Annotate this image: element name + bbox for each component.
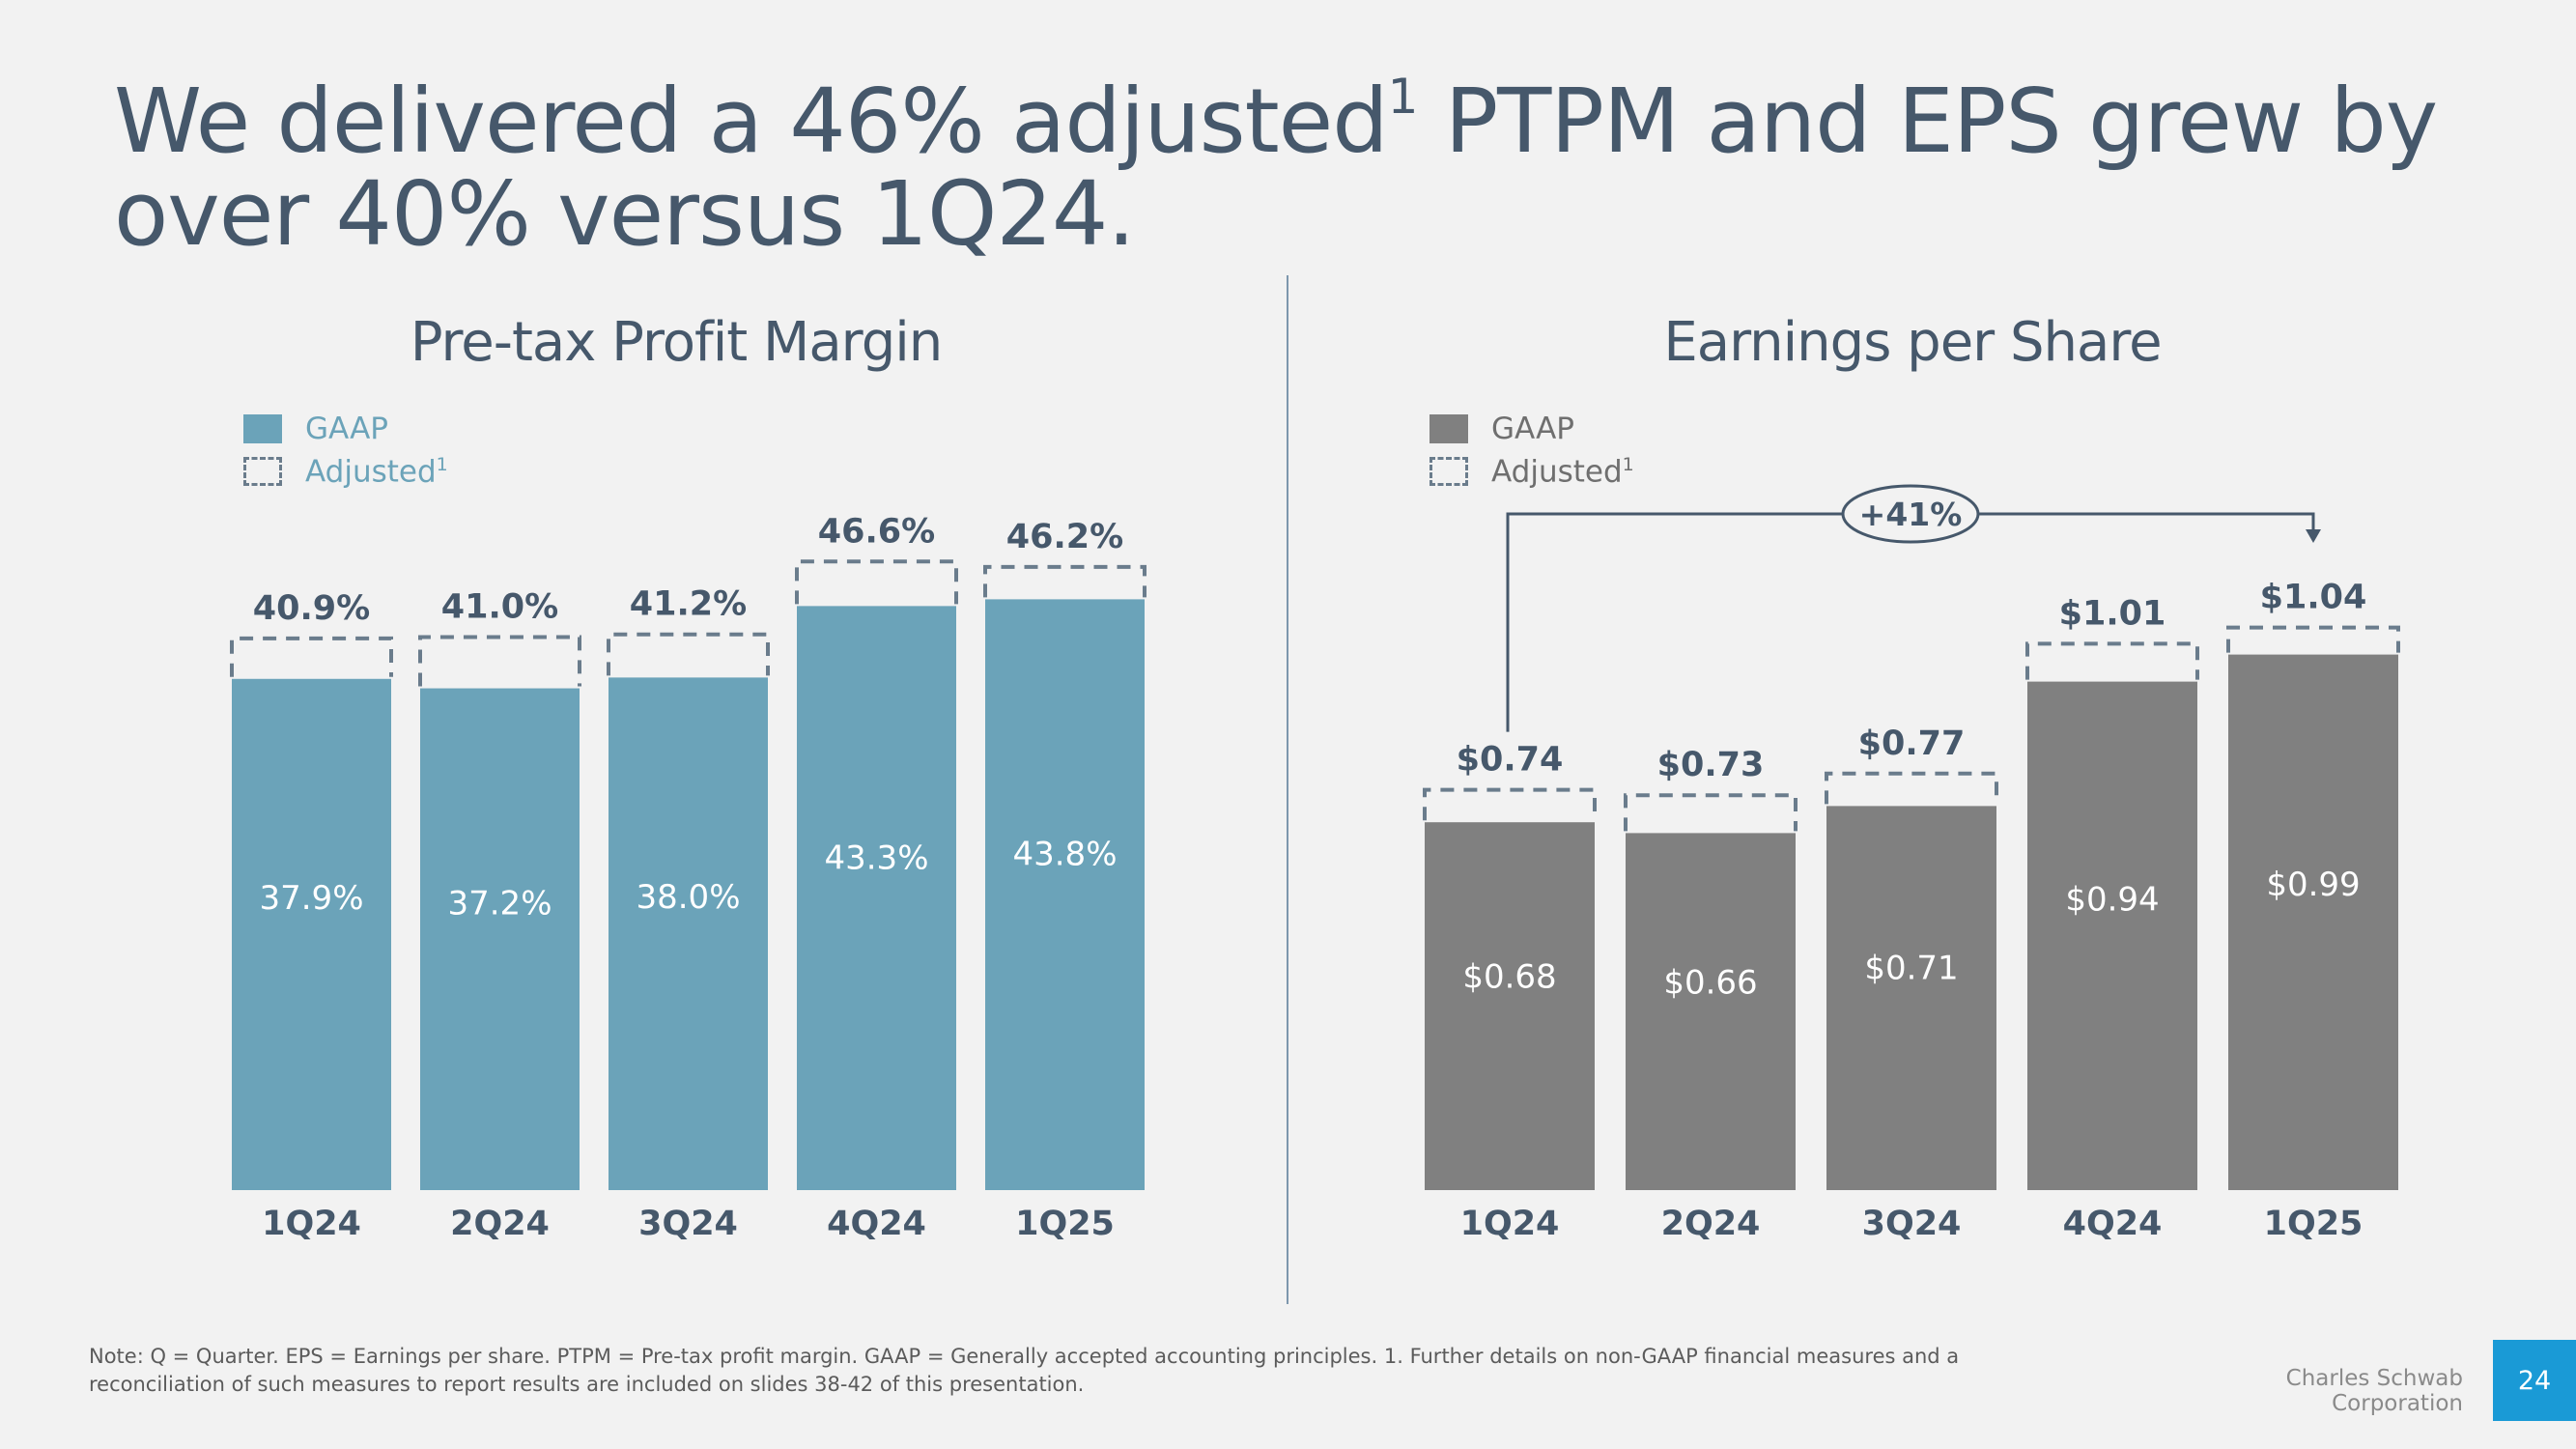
- ptpm-category-label: 4Q24: [827, 1205, 926, 1243]
- ptpm-legend-adjusted-swatch: [243, 457, 282, 486]
- eps-growth-label: +41%: [1859, 496, 1963, 533]
- ptpm-category-label: 3Q24: [638, 1205, 738, 1243]
- eps-gaap-bar: [1826, 806, 1996, 1190]
- footnote: Note: Q = Quarter. EPS = Earnings per sh…: [89, 1345, 1960, 1396]
- ptpm-adjusted-value: 40.9%: [253, 589, 370, 628]
- ptpm-gaap-value: 37.9%: [259, 879, 363, 918]
- ptpm-gaap-value: 43.8%: [1012, 836, 1117, 874]
- headline-text-part2: PTPM and EPS grew by over 40% versus 1Q2…: [114, 70, 2438, 266]
- eps-bar-plot: $0.68 $0.74 1Q24 $0.66 $0.73 2Q24 $0.71 $0.77 3Q…: [1423, 484, 2400, 1243]
- eps-legend-adjusted-text: Adjusted: [1491, 454, 1623, 490]
- ptpm-legend-gaap: GAAP: [243, 408, 448, 450]
- ptpm-bar-plot: 37.9% 40.9% 1Q24 37.2% 41.0% 2Q24 38.0% 41.2% 3Q…: [230, 512, 1146, 1243]
- eps-gaap-bar: [1626, 833, 1796, 1190]
- ptpm-gaap-bar: [985, 599, 1145, 1190]
- eps-legend-adjusted-sup: 1: [1622, 453, 1634, 475]
- eps-gaap-bar: [2228, 654, 2398, 1190]
- page-number: 24: [2493, 1340, 2576, 1421]
- eps-gaap-bar: [2027, 681, 2197, 1190]
- ptpm-legend-adjusted: Adjusted1: [243, 450, 448, 493]
- ptpm-category-label: 2Q24: [450, 1205, 550, 1243]
- eps-adjusted-value: $1.01: [2059, 594, 2166, 633]
- ptpm-gaap-value: 38.0%: [636, 878, 740, 917]
- ptpm-legend-adjusted-sup: 1: [436, 453, 448, 475]
- eps-category-label: 2Q24: [1661, 1205, 1761, 1243]
- ptpm-legend-adjusted-text: Adjusted: [305, 454, 437, 490]
- eps-legend-adjusted-swatch: [1430, 457, 1468, 486]
- eps-gaap-value: $0.71: [1864, 949, 1958, 987]
- eps-gaap-value: $0.68: [1462, 958, 1556, 997]
- ptpm-adjusted-outline: [983, 564, 1146, 598]
- ptpm-adjusted-value: 41.0%: [441, 587, 558, 626]
- eps-category-label: 1Q25: [2264, 1205, 2364, 1243]
- eps-chart: Earnings per Share GAAP Adjusted1 $0.68 $…: [1391, 290, 2434, 1275]
- eps-adjusted-value: $0.73: [1657, 746, 1765, 784]
- ptpm-category-label: 1Q24: [262, 1205, 361, 1243]
- eps-legend-adjusted: Adjusted1: [1430, 450, 1634, 493]
- ptpm-legend-gaap-label: GAAP: [305, 412, 388, 446]
- eps-adjusted-value: $0.77: [1858, 724, 1966, 763]
- ptpm-adjusted-value: 46.6%: [818, 512, 935, 551]
- eps-category-label: 4Q24: [2063, 1205, 2163, 1243]
- ptpm-gaap-bar: [232, 678, 391, 1190]
- ptpm-legend: GAAP Adjusted1: [243, 408, 448, 493]
- eps-adjusted-value: $1.04: [2260, 579, 2367, 617]
- ptpm-gaap-bar: [609, 677, 768, 1190]
- ptpm-adjusted-outline: [607, 632, 770, 676]
- eps-category-label: 1Q24: [1460, 1205, 1560, 1243]
- eps-adjusted-outline: [1624, 793, 1798, 832]
- eps-category-label: 3Q24: [1862, 1205, 1962, 1243]
- company-name: Charles Schwab Corporation: [2285, 1366, 2463, 1416]
- ptpm-category-label: 1Q25: [1015, 1205, 1115, 1243]
- eps-legend-adjusted-label: Adjusted1: [1491, 454, 1634, 489]
- eps-growth-badge: [1841, 484, 1980, 544]
- eps-adjusted-outline: [1423, 787, 1597, 821]
- headline-superscript: 1: [1387, 69, 1419, 126]
- eps-growth-arrowhead: [2306, 529, 2321, 543]
- eps-gaap-bar: [1425, 822, 1595, 1190]
- ptpm-adjusted-value: 41.2%: [630, 585, 747, 624]
- ptpm-gaap-value: 43.3%: [824, 838, 928, 877]
- eps-legend-gaap-swatch: [1430, 414, 1468, 443]
- ptpm-gaap-bar: [797, 606, 956, 1190]
- eps-legend-gaap: GAAP: [1430, 408, 1634, 450]
- eps-adjusted-outline: [1825, 771, 1998, 805]
- ptpm-adjusted-value: 46.2%: [1006, 518, 1123, 556]
- eps-gaap-value: $0.94: [2065, 880, 2159, 919]
- eps-adjusted-outline: [2226, 625, 2400, 653]
- slide-headline: We delivered a 46% adjusted1 PTPM and EP…: [114, 72, 2509, 261]
- ptpm-chart: Pre-tax Profit Margin GAAP Adjusted1 37.…: [184, 290, 1169, 1275]
- ptpm-adjusted-outline: [418, 635, 581, 687]
- eps-chart-title: Earnings per Share: [1663, 311, 2162, 374]
- ptpm-gaap-value: 37.2%: [447, 884, 552, 923]
- eps-gaap-value: $0.66: [1663, 964, 1757, 1003]
- eps-legend: GAAP Adjusted1: [1430, 408, 1634, 493]
- eps-adjusted-value: $0.74: [1457, 741, 1564, 780]
- eps-gaap-value: $0.99: [2266, 866, 2360, 904]
- eps-legend-gaap-label: GAAP: [1491, 412, 1574, 446]
- ptpm-legend-gaap-swatch: [243, 414, 282, 443]
- ptpm-chart-title: Pre-tax Profit Margin: [410, 311, 944, 374]
- chart-divider: [1287, 275, 1288, 1304]
- ptpm-adjusted-outline: [795, 559, 958, 605]
- headline-text-part1: We delivered a 46% adjusted: [114, 70, 1389, 173]
- ptpm-gaap-bar: [420, 688, 580, 1190]
- eps-adjusted-outline: [2025, 641, 2199, 680]
- ptpm-legend-adjusted-label: Adjusted1: [305, 454, 448, 489]
- ptpm-adjusted-outline: [230, 636, 393, 677]
